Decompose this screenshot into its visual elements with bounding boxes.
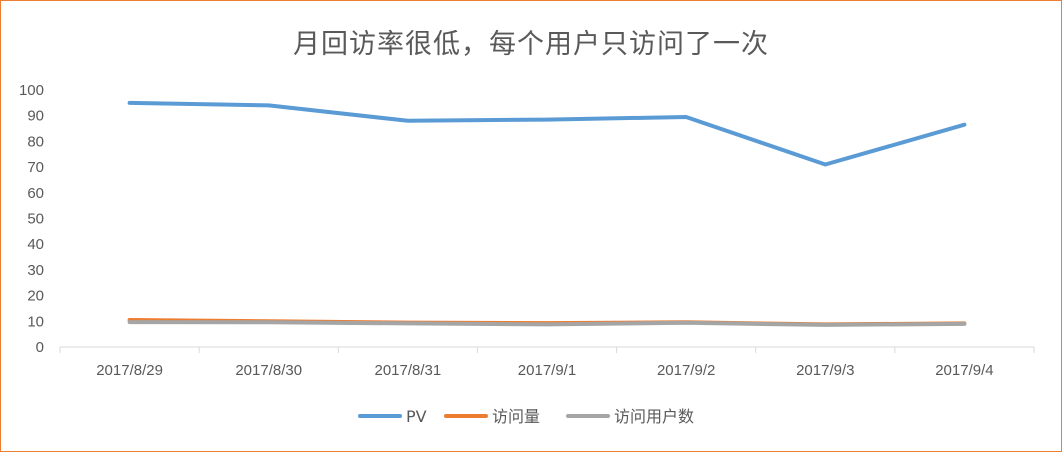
- legend-label: PV: [406, 407, 427, 426]
- legend-label: 访问量: [492, 407, 540, 426]
- y-tick-label: 70: [27, 159, 44, 176]
- y-tick-label: 60: [27, 185, 44, 202]
- y-tick-label: 0: [36, 339, 44, 356]
- x-tick-label: 2017/8/29: [96, 362, 163, 379]
- y-tick-label: 100: [19, 82, 44, 99]
- y-axis-ticks: 0 10 20 30 40 50 60 70 80 90 100: [19, 82, 44, 356]
- x-tick-label: 2017/9/2: [657, 362, 715, 379]
- series-lines: [127, 100, 967, 327]
- x-tick-label: 2017/8/30: [235, 362, 302, 379]
- series-line-0: [127, 100, 967, 167]
- x-axis: 2017/8/29 2017/8/30 2017/8/31 2017/9/1 2017/…: [59, 346, 1035, 379]
- y-tick-label: 40: [27, 236, 44, 253]
- y-tick-label: 80: [27, 133, 44, 150]
- y-tick-label: 10: [27, 313, 44, 330]
- y-tick-label: 30: [27, 262, 44, 279]
- legend: PV 访问量 访问用户数: [358, 407, 694, 426]
- x-tick-label: 2017/9/3: [796, 362, 854, 379]
- chart-title: 月回访率很低，每个用户只访问了一次: [293, 29, 769, 60]
- x-tick-label: 2017/9/1: [518, 362, 576, 379]
- y-tick-label: 50: [27, 211, 44, 228]
- y-tick-label: 20: [27, 288, 44, 305]
- x-tick-label: 2017/8/31: [374, 362, 441, 379]
- legend-label: 访问用户数: [614, 407, 694, 426]
- x-tick-label: 2017/9/4: [935, 362, 993, 379]
- y-tick-label: 90: [27, 108, 44, 125]
